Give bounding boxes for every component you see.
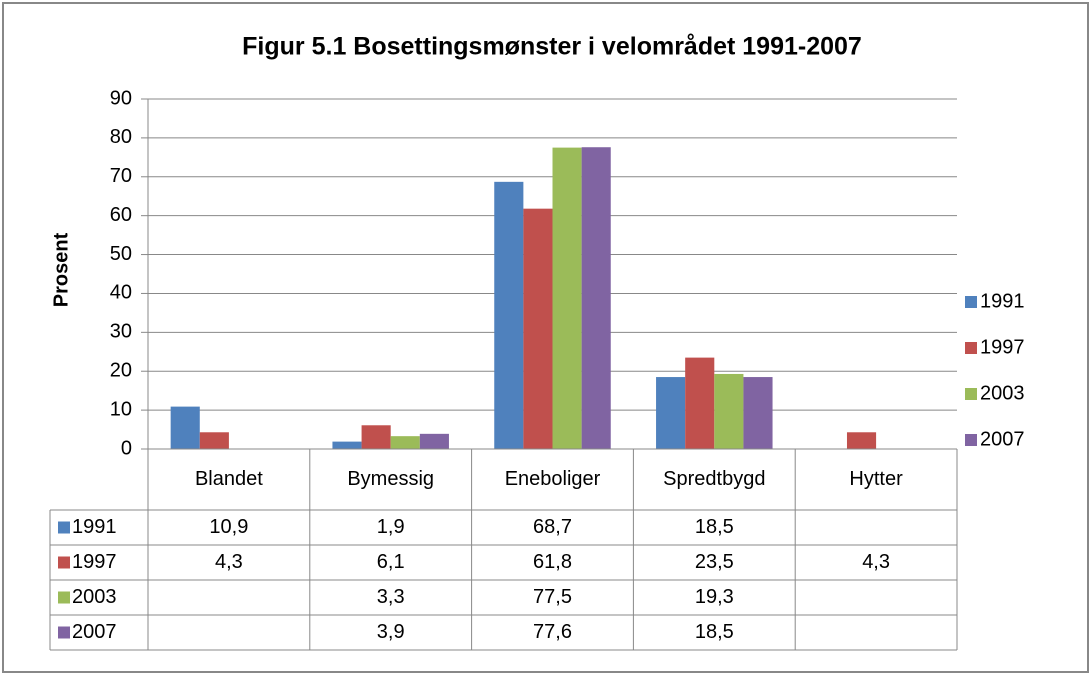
x-tick-label: Blandet [195,468,263,490]
legend-key [965,342,977,354]
table-row-label: 2007 [72,621,117,643]
bar [656,377,686,449]
table-cell: 77,5 [533,586,572,608]
bar [581,147,611,449]
bar [199,432,229,449]
y-tick-label: 90 [110,87,132,109]
legend-label: 2007 [980,428,1025,450]
x-tick-label: Hytter [849,468,903,490]
x-tick-label: Bymessig [347,468,434,490]
legend-label: 2003 [980,382,1025,404]
table-cell: 19,3 [695,586,734,608]
y-tick-label: 0 [121,437,132,459]
bar [170,406,200,449]
chart-title: Figur 5.1 Bosettingsmønster i velområdet… [242,33,862,61]
bar [523,208,553,449]
x-tick-label: Spredtbygd [663,468,765,490]
table-legend-key [58,556,70,569]
legend-label: 1991 [980,290,1025,312]
bar [846,432,877,449]
table-legend-key [58,521,70,534]
y-tick-label: 80 [110,126,132,148]
legend-key [965,296,977,308]
legend-key [965,388,977,400]
legend-key [965,434,977,446]
table-cell: 10,9 [209,516,248,538]
table-cell: 4,3 [862,551,890,573]
y-tick-label: 60 [110,204,132,226]
table-cell: 1,9 [377,516,405,538]
bar [361,425,391,449]
bar [714,373,744,449]
bar [494,181,524,450]
table-row-label: 2003 [72,586,117,608]
table-cell: 61,8 [533,551,572,573]
table-cell: 6,1 [377,551,405,573]
bar [743,377,773,449]
table-row-label: 1997 [72,551,117,573]
table-cell: 18,5 [695,621,734,643]
table-cell: 18,5 [695,516,734,538]
table-cell: 4,3 [215,551,243,573]
bar [685,357,715,449]
y-axis-label: Prosent [50,232,72,307]
table-legend-key [58,626,70,639]
table-legend-key [58,591,70,604]
bar [332,441,362,449]
table-cell: 3,9 [377,621,405,643]
y-tick-label: 70 [110,165,132,187]
table-cell: 77,6 [533,621,572,643]
bar [419,433,449,449]
bar [552,147,582,449]
table-row-label: 1991 [72,516,117,538]
y-tick-label: 10 [110,398,132,420]
y-tick-label: 50 [110,243,132,265]
table-cell: 68,7 [533,516,572,538]
y-tick-label: 40 [110,282,132,304]
y-tick-label: 20 [110,360,132,382]
y-tick-label: 30 [110,321,132,343]
bar [390,436,420,449]
table-cell: 3,3 [377,586,405,608]
legend-label: 1997 [980,336,1025,358]
x-tick-label: Eneboliger [505,468,601,490]
table-cell: 23,5 [695,551,734,573]
